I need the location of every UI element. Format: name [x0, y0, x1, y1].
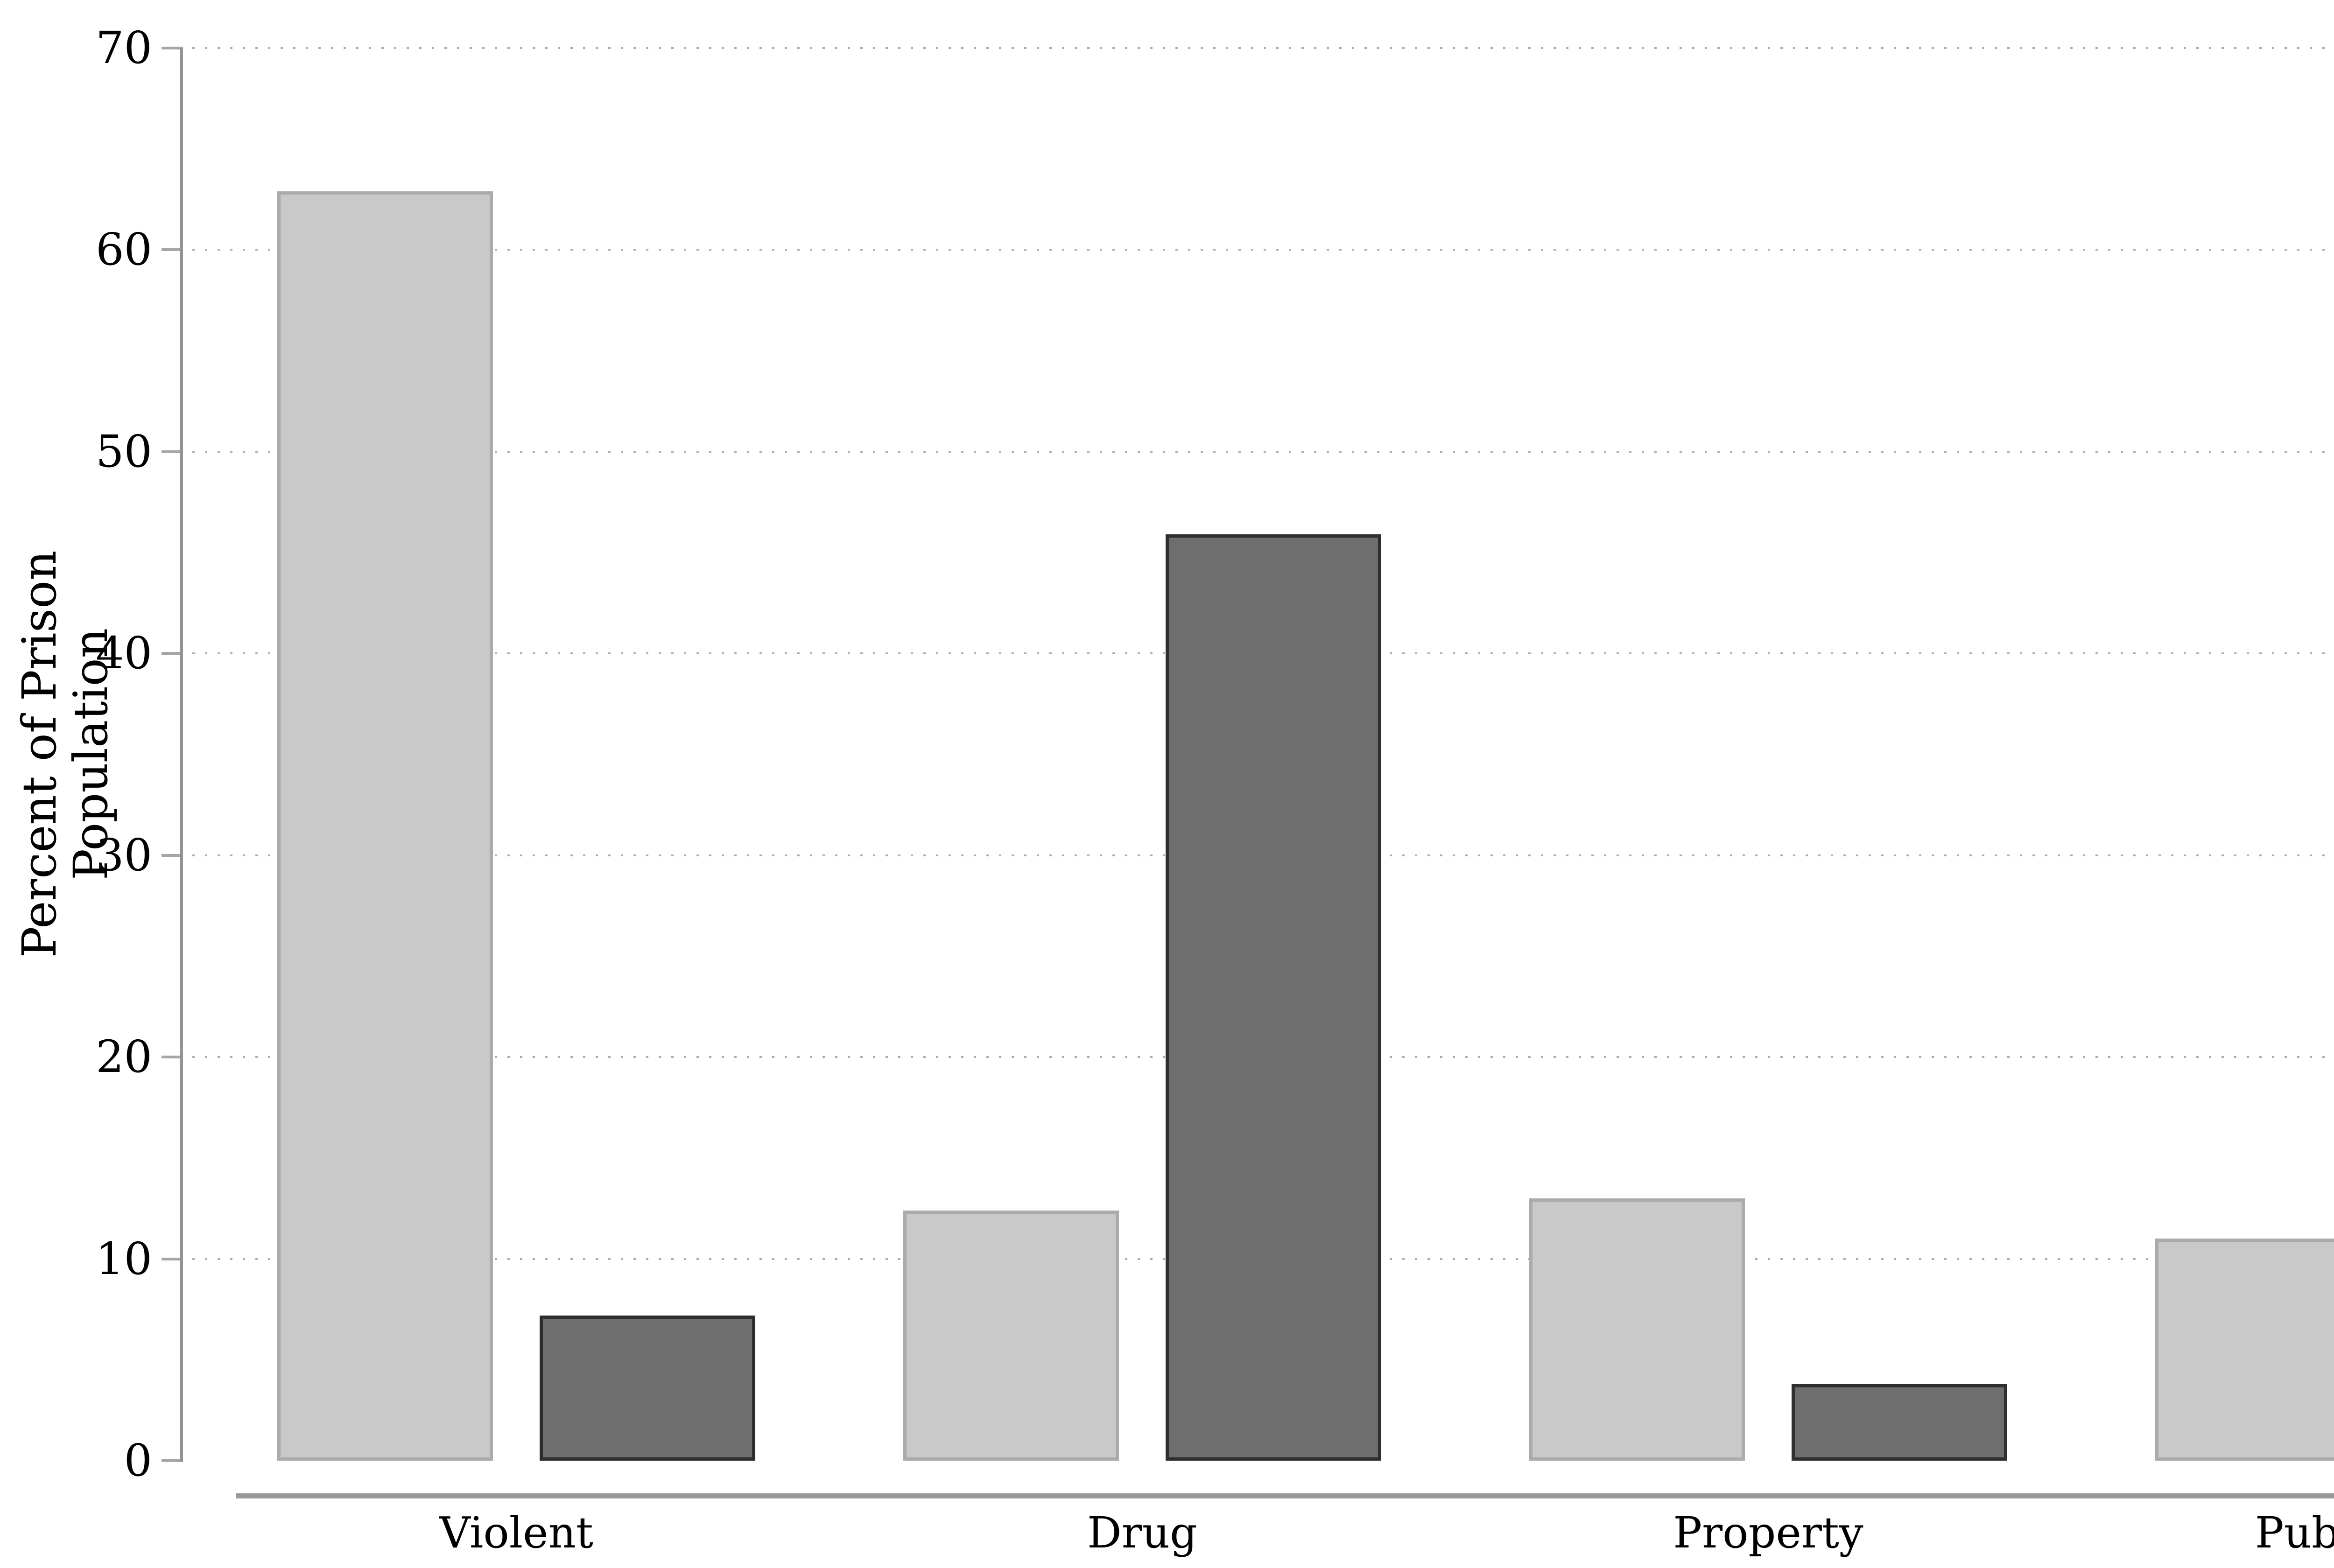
y-tick-0: [162, 1459, 183, 1462]
x-axis-line: [236, 1493, 2334, 1498]
y-tick-20: [162, 1056, 183, 1059]
bar-state-public-order: [2155, 1239, 2334, 1461]
gridline-70: [192, 47, 2334, 49]
y-tick-label-30: 30: [96, 829, 152, 881]
legend: State Prison PopulationFederal Prison Po…: [0, 0, 2334, 280]
bar-federal-violent: [540, 1315, 755, 1461]
x-category-label-public-order: Public Order: [2255, 1508, 2334, 1558]
x-category-label-property: Property: [1673, 1508, 1863, 1558]
y-tick-10: [162, 1257, 183, 1260]
y-tick-label-60: 60: [96, 224, 152, 276]
y-tick-label-70: 70: [96, 22, 152, 74]
y-tick-40: [162, 652, 183, 655]
y-axis-line: [180, 48, 183, 1462]
y-tick-label-0: 0: [124, 1435, 152, 1486]
y-tick-60: [162, 248, 183, 252]
y-tick-label-50: 50: [96, 426, 152, 477]
y-tick-label-40: 40: [96, 628, 152, 679]
bar-federal-drug: [1166, 534, 1381, 1461]
bar-state-violent: [277, 191, 493, 1461]
y-tick-50: [162, 450, 183, 453]
y-tick-label-10: 10: [96, 1233, 152, 1285]
gridline-60: [192, 249, 2334, 251]
y-tick-70: [162, 47, 183, 49]
bar-state-drug: [903, 1210, 1119, 1461]
bar-federal-property: [1792, 1384, 2007, 1461]
gridline-50: [192, 450, 2334, 453]
x-category-label-drug: Drug: [1087, 1508, 1197, 1558]
x-category-label-violent: Violent: [439, 1508, 593, 1558]
y-tick-label-20: 20: [96, 1031, 152, 1083]
y-tick-30: [162, 854, 183, 857]
bar-state-property: [1529, 1198, 1745, 1461]
